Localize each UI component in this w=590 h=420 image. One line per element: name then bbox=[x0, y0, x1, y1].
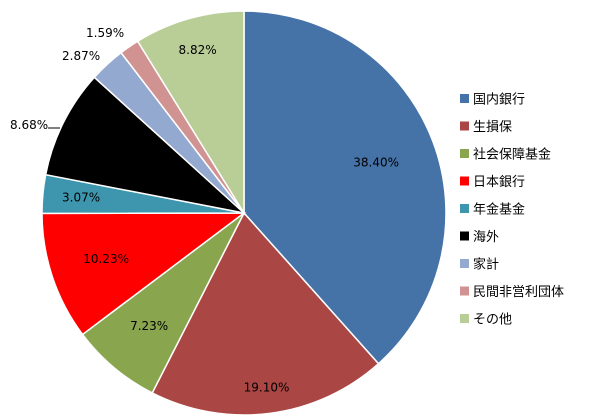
data-label-4: 10.23% bbox=[83, 252, 129, 266]
legend-label-1: 国内銀行 bbox=[473, 92, 525, 108]
legend-swatch-2 bbox=[460, 121, 469, 131]
legend-label-3: 社会保障基金 bbox=[473, 147, 551, 163]
pie-slice-4 bbox=[41, 212, 247, 336]
legend-swatch-5 bbox=[460, 204, 469, 213]
data-label-3: 7.23% bbox=[130, 319, 168, 333]
legend-label-5: 年金基金 bbox=[473, 202, 525, 218]
data-label-9: 8.82% bbox=[179, 43, 217, 57]
legend-swatch-8 bbox=[460, 286, 469, 296]
data-label-7: 2.87% bbox=[62, 49, 100, 63]
legend-swatch-6 bbox=[460, 231, 469, 241]
legend-label-6: 海外 bbox=[473, 230, 499, 245]
legend-label-2: 生損保 bbox=[473, 120, 512, 135]
pie-slice-1 bbox=[243, 10, 447, 365]
data-label-6: 8.68% bbox=[10, 118, 48, 132]
data-label-8: 1.59% bbox=[86, 26, 124, 40]
data-label-2: 19.10% bbox=[244, 380, 290, 394]
legend-label-9: その他 bbox=[473, 313, 512, 328]
legend-label-4: 日本銀行 bbox=[473, 175, 525, 190]
data-label-1: 38.40% bbox=[353, 156, 399, 170]
legend-swatch-9 bbox=[460, 314, 469, 323]
pie-slice-2 bbox=[151, 211, 380, 416]
legend-swatch-7 bbox=[460, 259, 469, 268]
pie-slice-9 bbox=[136, 10, 245, 216]
pie-slice-6 bbox=[44, 76, 247, 215]
legend-swatch-1 bbox=[460, 94, 469, 103]
legend-label-7: 家計 bbox=[473, 257, 499, 273]
data-label-5: 3.07% bbox=[62, 191, 100, 205]
legend-swatch-3 bbox=[460, 149, 469, 158]
legend-label-8: 民間非営利団体 bbox=[473, 285, 564, 300]
legend-swatch-4 bbox=[460, 176, 469, 186]
